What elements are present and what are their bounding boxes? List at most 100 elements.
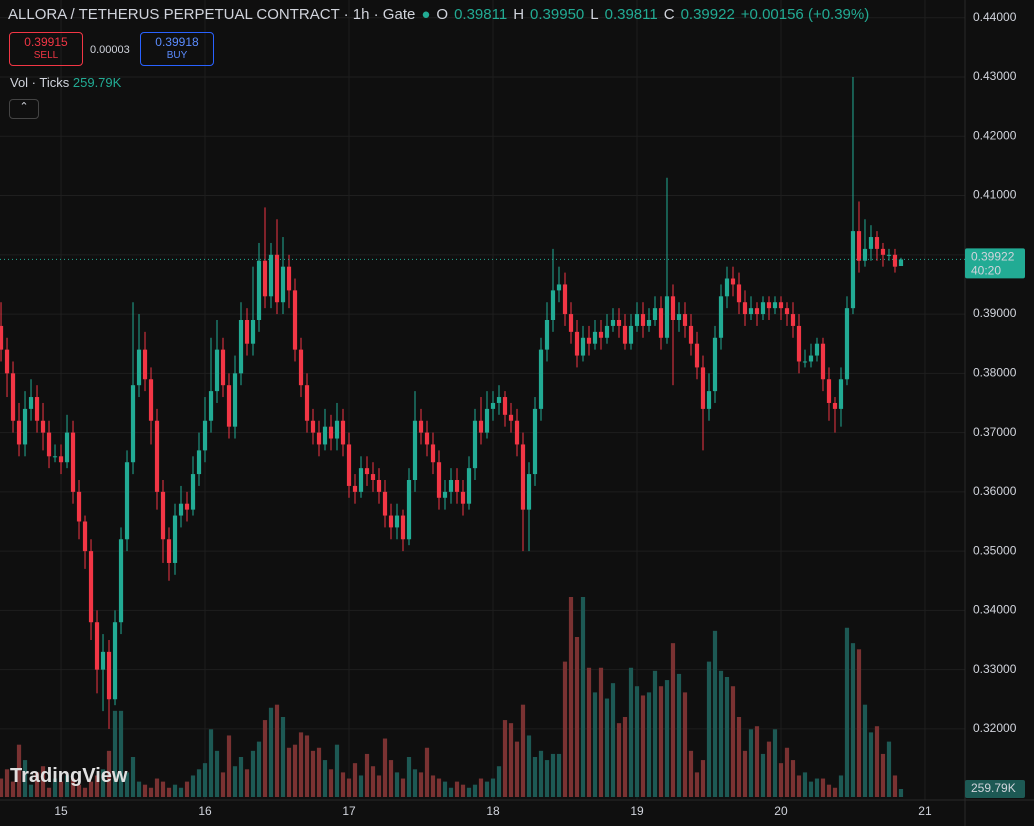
volume-bar bbox=[124, 772, 130, 797]
sell-price: 0.39915 bbox=[24, 35, 68, 49]
x-tick-label: 16 bbox=[198, 804, 212, 818]
candle-body bbox=[676, 314, 682, 320]
candle-body bbox=[550, 290, 556, 320]
candle-body bbox=[106, 651, 112, 700]
volume-bar bbox=[34, 772, 40, 797]
candle-body bbox=[652, 308, 658, 320]
candle-body bbox=[622, 325, 628, 344]
x-tick-label: 15 bbox=[54, 804, 68, 818]
volume-bar bbox=[850, 643, 856, 797]
candle-body bbox=[616, 320, 622, 326]
candle-body bbox=[364, 468, 370, 475]
volume-bar bbox=[148, 787, 154, 797]
candle-body bbox=[112, 622, 118, 700]
volume-bar bbox=[478, 778, 484, 797]
candle-body bbox=[142, 349, 148, 380]
volume-bar bbox=[856, 649, 862, 797]
volume-bar bbox=[172, 784, 178, 797]
volume-bar bbox=[688, 750, 694, 797]
volume-bar bbox=[484, 781, 490, 797]
candle-body bbox=[508, 414, 514, 421]
candle-body bbox=[208, 391, 214, 421]
volume-bar bbox=[604, 698, 610, 797]
candle-body bbox=[436, 462, 442, 498]
l-label: L bbox=[590, 6, 599, 23]
volume-bar bbox=[424, 747, 430, 797]
candle-body bbox=[892, 254, 898, 267]
volume-bar bbox=[676, 673, 682, 797]
volume-bar bbox=[538, 750, 544, 797]
candle-body bbox=[862, 248, 868, 261]
candle-body bbox=[118, 539, 124, 623]
last-price-tag bbox=[965, 248, 1025, 279]
last-price-label: 0.39922 bbox=[971, 250, 1015, 264]
volume-bar bbox=[208, 729, 214, 797]
candle-body bbox=[856, 231, 862, 261]
volume-bar bbox=[568, 597, 574, 797]
y-tick-label: 0.36000 bbox=[973, 484, 1017, 498]
candle-body bbox=[472, 420, 478, 469]
candle-body bbox=[274, 254, 280, 303]
volume-bar bbox=[112, 710, 118, 797]
buy-button[interactable]: 0.39918 BUY bbox=[140, 32, 214, 66]
volume-bar bbox=[862, 704, 868, 797]
y-tick-label: 0.37000 bbox=[973, 425, 1017, 439]
candle-body bbox=[358, 468, 364, 492]
candle-body bbox=[340, 420, 346, 445]
candle-body bbox=[442, 491, 448, 498]
candle-body bbox=[466, 468, 472, 504]
candle-body bbox=[634, 314, 640, 326]
volume-bar bbox=[526, 735, 532, 797]
volume-bar bbox=[784, 747, 790, 797]
candle-body bbox=[130, 385, 136, 463]
candle-body bbox=[382, 491, 388, 516]
candle-body bbox=[604, 325, 610, 338]
volume-bar bbox=[748, 729, 754, 797]
candle-body bbox=[232, 373, 238, 427]
candle-body bbox=[328, 426, 334, 439]
volume-bar bbox=[0, 778, 4, 797]
candle-body bbox=[490, 402, 496, 409]
volume-bar bbox=[298, 732, 304, 797]
y-tick-label: 0.34000 bbox=[973, 603, 1017, 617]
candle-body bbox=[178, 503, 184, 516]
volume-bar bbox=[640, 695, 646, 797]
volume-bar bbox=[760, 753, 766, 797]
candle-body bbox=[688, 325, 694, 344]
volume-bar bbox=[820, 778, 826, 797]
candle-body bbox=[76, 491, 82, 522]
candle-body bbox=[532, 408, 538, 475]
y-tick-label: 0.39000 bbox=[973, 306, 1017, 320]
candle-body bbox=[46, 432, 52, 457]
sell-button[interactable]: 0.39915 SELL bbox=[9, 32, 83, 66]
collapse-button[interactable]: ⌃ bbox=[9, 99, 39, 119]
volume-bar bbox=[706, 661, 712, 797]
volume-bar bbox=[826, 784, 832, 797]
volume-bar bbox=[472, 784, 478, 797]
candle-body bbox=[814, 343, 820, 356]
y-tick-label: 0.35000 bbox=[973, 543, 1017, 557]
volume-bar bbox=[652, 670, 658, 797]
volume-bar bbox=[130, 757, 136, 797]
candle-body bbox=[280, 266, 286, 303]
candle-body bbox=[238, 320, 244, 374]
volume-bar bbox=[628, 667, 634, 797]
volume-bar bbox=[232, 766, 238, 797]
candle-body bbox=[190, 474, 196, 510]
candle-body bbox=[844, 308, 850, 380]
volume-bar bbox=[46, 787, 52, 797]
volume-bar bbox=[100, 769, 106, 797]
candle-body bbox=[220, 349, 226, 386]
volume-bar bbox=[754, 726, 760, 797]
volume-bar bbox=[4, 769, 10, 797]
candle-body bbox=[700, 367, 706, 409]
volume-bar bbox=[616, 723, 622, 797]
candle-body bbox=[346, 444, 352, 486]
candle-body bbox=[124, 462, 130, 540]
volume-bar bbox=[394, 772, 400, 797]
volume-bar bbox=[328, 769, 334, 797]
candle-body bbox=[292, 290, 298, 350]
volume-bar bbox=[460, 784, 466, 797]
volume-bar bbox=[868, 732, 874, 797]
